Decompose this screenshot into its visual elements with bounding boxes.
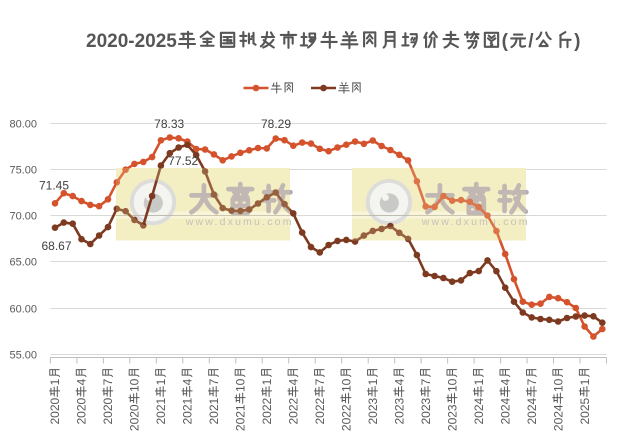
svg-text:2021: 2021 <box>181 397 195 424</box>
svg-text:7: 7 <box>525 378 539 385</box>
svg-text:2025: 2025 <box>578 397 592 424</box>
svg-text:2020-2025: 2020-2025 <box>86 31 177 52</box>
svg-text:1: 1 <box>48 378 62 385</box>
svg-text:75.00: 75.00 <box>9 164 37 176</box>
svg-text:10: 10 <box>234 378 248 392</box>
svg-text:65.00: 65.00 <box>9 256 37 268</box>
svg-text:1: 1 <box>366 378 380 385</box>
svg-text:7: 7 <box>419 378 433 385</box>
svg-text:2022: 2022 <box>340 404 354 431</box>
svg-text:10: 10 <box>551 378 565 392</box>
svg-text:2020: 2020 <box>48 397 62 424</box>
svg-text:2024: 2024 <box>551 404 565 431</box>
svg-text:2024: 2024 <box>525 397 539 424</box>
svg-text:2024: 2024 <box>472 397 486 424</box>
svg-text:4: 4 <box>393 378 407 385</box>
svg-text:77.52: 77.52 <box>168 154 198 168</box>
svg-text:10: 10 <box>445 378 459 392</box>
svg-text:80.00: 80.00 <box>9 118 37 130</box>
svg-text:70.00: 70.00 <box>9 210 37 222</box>
svg-text:2023: 2023 <box>366 397 380 424</box>
svg-text:2023: 2023 <box>419 397 433 424</box>
svg-text:/: / <box>528 31 534 52</box>
svg-text:2021: 2021 <box>234 404 248 431</box>
svg-text:10: 10 <box>340 378 354 392</box>
svg-text:(: ( <box>502 31 509 52</box>
svg-text:2023: 2023 <box>445 404 459 431</box>
svg-text:10: 10 <box>128 378 142 392</box>
svg-text:www.dxumu.com: www.dxumu.com <box>421 216 530 228</box>
svg-text:2021: 2021 <box>154 397 168 424</box>
svg-text:2023: 2023 <box>393 397 407 424</box>
svg-text:): ) <box>574 31 580 52</box>
svg-text:1: 1 <box>578 378 592 385</box>
svg-text:4: 4 <box>498 378 512 385</box>
svg-text:2022: 2022 <box>260 397 274 424</box>
svg-text:7: 7 <box>207 378 221 385</box>
svg-text:4: 4 <box>181 378 195 385</box>
svg-text:2022: 2022 <box>287 397 301 424</box>
svg-text:2020: 2020 <box>75 397 89 424</box>
svg-text:1: 1 <box>472 378 486 385</box>
svg-text:68.67: 68.67 <box>41 239 71 253</box>
svg-text:4: 4 <box>287 378 301 385</box>
svg-text:60.00: 60.00 <box>9 303 37 315</box>
svg-text:2020: 2020 <box>128 404 142 431</box>
svg-text:4: 4 <box>75 378 89 385</box>
svg-text:78.29: 78.29 <box>261 117 291 131</box>
svg-text:7: 7 <box>101 378 115 385</box>
svg-text:1: 1 <box>260 378 274 385</box>
svg-text:2021: 2021 <box>207 397 221 424</box>
svg-text:2024: 2024 <box>498 397 512 424</box>
svg-text:7: 7 <box>313 378 327 385</box>
svg-text:1: 1 <box>154 378 168 385</box>
svg-text:71.45: 71.45 <box>39 179 69 193</box>
svg-text:78.33: 78.33 <box>154 117 184 131</box>
svg-text:55.00: 55.00 <box>9 349 37 361</box>
svg-text:www.dxumu.com: www.dxumu.com <box>185 216 294 228</box>
svg-text:2020: 2020 <box>101 397 115 424</box>
svg-text:2022: 2022 <box>313 397 327 424</box>
